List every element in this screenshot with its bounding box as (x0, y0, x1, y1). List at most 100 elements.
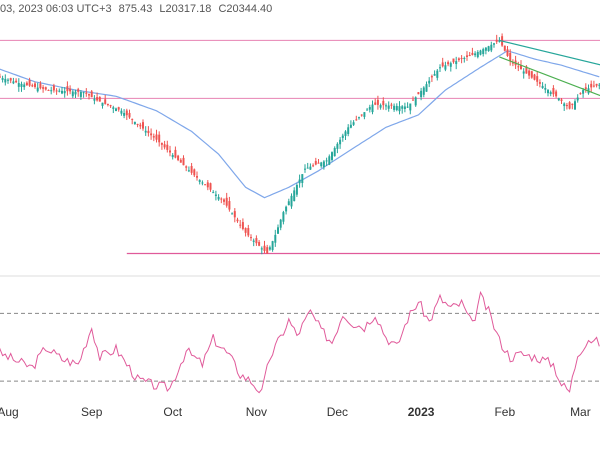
candle-body (20, 83, 23, 87)
candle-body (214, 194, 217, 196)
candle-body (1, 78, 4, 80)
candle-body (25, 82, 28, 86)
candle-body (204, 184, 207, 186)
candle-body (412, 99, 414, 101)
candle-body (457, 58, 460, 61)
candle-body (517, 66, 520, 68)
candle-body (120, 110, 123, 114)
candle-body (236, 219, 239, 222)
candle-body (96, 97, 99, 101)
candle-body (447, 62, 450, 65)
candle-body (590, 83, 593, 88)
candle-body (579, 93, 582, 95)
candle-body (147, 130, 150, 134)
candle-body (484, 47, 487, 51)
x-tick-label: Oct (163, 405, 182, 419)
candle-body (363, 112, 366, 117)
candle-body (385, 105, 387, 107)
candle-body (390, 104, 393, 106)
candle-body (268, 247, 271, 250)
candle-body (287, 201, 290, 206)
candle-body (509, 52, 512, 62)
candle-body (293, 190, 296, 201)
candle-body (74, 91, 77, 95)
candle-body (476, 52, 479, 58)
candle-body (88, 94, 90, 96)
candle-body (42, 87, 45, 89)
candle-body (142, 122, 144, 129)
candle-body (493, 43, 495, 45)
candle-body (131, 118, 134, 120)
candle-body (511, 62, 514, 64)
candle-body (247, 228, 250, 236)
candle-body (298, 179, 301, 184)
candle-body (144, 130, 147, 133)
candle-body (69, 88, 72, 92)
candle-body (279, 219, 282, 228)
candle-body (112, 107, 115, 109)
candle-body (125, 110, 128, 116)
candle-body (503, 45, 506, 51)
price-header: 03, 2023 06:03 UTC+3 875.43 L20317.18 C2… (0, 3, 276, 15)
x-tick-label: Aug (0, 405, 19, 419)
candle-body (274, 234, 277, 243)
candle-body (552, 87, 555, 95)
candle-body (182, 157, 185, 166)
candle-body (336, 143, 339, 149)
candle-body (557, 98, 560, 101)
candle-body (328, 156, 331, 165)
candle-body (460, 57, 463, 60)
candle-body (449, 63, 452, 67)
candle-body (444, 65, 447, 70)
candle-body (455, 61, 458, 65)
candle-body (571, 103, 574, 105)
candle-body (55, 90, 58, 92)
candle-body (304, 168, 306, 170)
candle-body (522, 71, 525, 74)
candle-body (379, 105, 382, 108)
x-tick-label: Dec (327, 405, 348, 419)
candle-body (150, 133, 153, 136)
candle-body (306, 167, 309, 169)
candle-body (7, 79, 9, 81)
candle-body (439, 67, 441, 69)
candle-body (312, 165, 315, 167)
candle-body (498, 40, 501, 42)
candle-body (355, 119, 358, 121)
candle-body (555, 91, 558, 97)
candle-body (595, 83, 598, 86)
candle-body (482, 49, 485, 54)
candle-body (433, 74, 436, 76)
candle-body (479, 50, 482, 55)
candle-body (12, 81, 15, 84)
candle-body (406, 106, 409, 108)
candle-body (209, 183, 212, 190)
candle-body (98, 96, 101, 102)
candle-body (301, 174, 304, 183)
candle-body (490, 44, 493, 51)
candle-body (331, 152, 333, 160)
candle-body (152, 136, 155, 138)
candle-body (339, 139, 342, 145)
candle-body (155, 134, 158, 140)
candle-body (4, 78, 7, 83)
candle-body (220, 198, 223, 200)
candle-body (598, 84, 600, 86)
candle-body (544, 88, 547, 90)
candle-body (520, 65, 522, 70)
header-timestamp: 03, 2023 06:03 UTC+3 (0, 3, 112, 15)
candle-body (417, 92, 420, 95)
candle-body (66, 86, 69, 92)
candle-body (549, 92, 552, 95)
candle-body (271, 241, 274, 250)
header-high: 875.43 (118, 3, 153, 15)
candle-body (239, 224, 242, 226)
candle-body (117, 107, 120, 110)
candle-body (565, 105, 568, 107)
candle-body (28, 80, 31, 86)
candle-body (136, 123, 139, 125)
candle-body (422, 87, 425, 95)
candle-body (358, 117, 360, 119)
candle-body (547, 90, 549, 94)
